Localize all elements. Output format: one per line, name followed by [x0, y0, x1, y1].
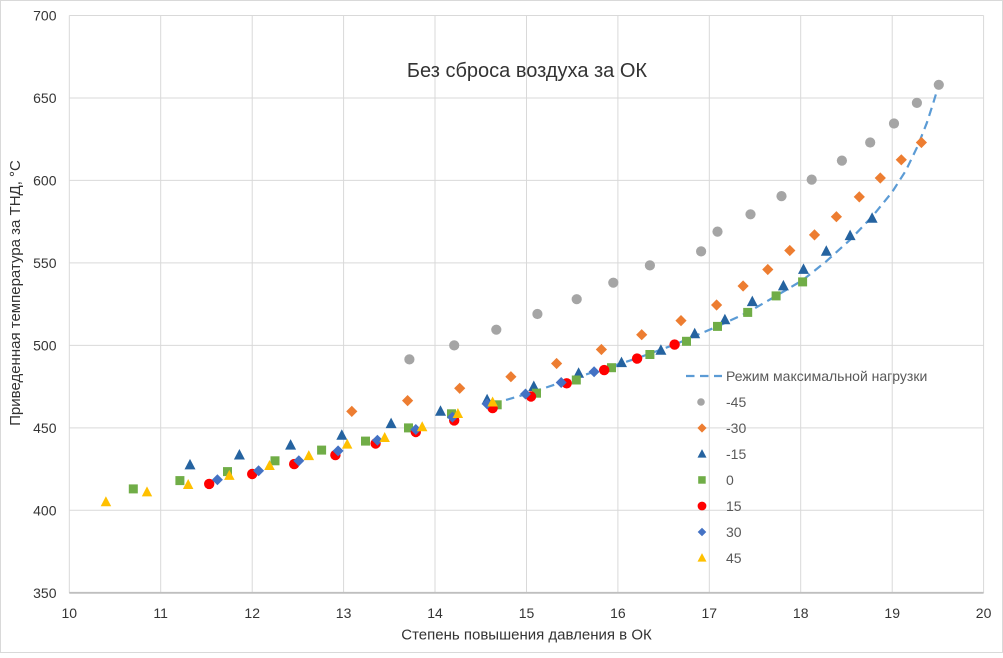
svg-text:Режим максимальной нагрузки: Режим максимальной нагрузки — [726, 368, 927, 384]
svg-text:-30: -30 — [726, 420, 746, 436]
svg-text:Приведенная температура за ТНД: Приведенная температура за ТНД, °С — [7, 160, 24, 426]
svg-text:350: 350 — [33, 585, 57, 601]
svg-text:20: 20 — [976, 605, 992, 621]
svg-text:14: 14 — [427, 605, 443, 621]
svg-text:-45: -45 — [726, 394, 746, 410]
svg-text:17: 17 — [702, 605, 718, 621]
svg-text:Степень повышения давления в О: Степень повышения давления в ОК — [401, 627, 652, 644]
svg-text:500: 500 — [33, 337, 57, 353]
svg-text:30: 30 — [726, 524, 742, 540]
svg-text:0: 0 — [726, 472, 734, 488]
svg-text:10: 10 — [62, 605, 78, 621]
svg-text:-15: -15 — [726, 446, 746, 462]
svg-text:13: 13 — [336, 605, 352, 621]
svg-text:12: 12 — [244, 605, 260, 621]
svg-text:450: 450 — [33, 420, 57, 436]
svg-text:15: 15 — [519, 605, 535, 621]
svg-text:16: 16 — [610, 605, 626, 621]
svg-text:11: 11 — [153, 605, 168, 621]
svg-text:15: 15 — [726, 498, 742, 514]
svg-text:400: 400 — [33, 502, 57, 518]
svg-text:550: 550 — [33, 255, 57, 271]
svg-text:Без сброса воздуха за ОК: Без сброса воздуха за ОК — [407, 60, 647, 82]
svg-text:600: 600 — [33, 172, 57, 188]
svg-text:19: 19 — [884, 605, 900, 621]
svg-text:700: 700 — [33, 8, 57, 24]
svg-text:18: 18 — [793, 605, 809, 621]
svg-text:45: 45 — [726, 550, 742, 566]
svg-text:650: 650 — [33, 90, 57, 106]
